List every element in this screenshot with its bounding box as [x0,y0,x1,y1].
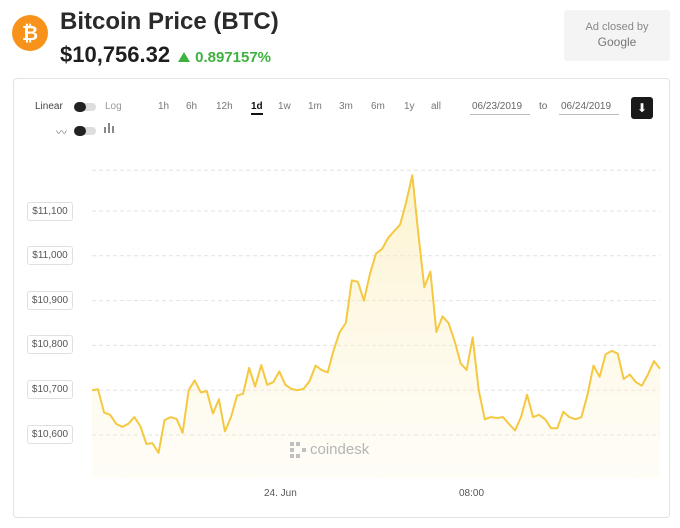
ad-closed-box: Ad closed by Google [564,10,670,61]
range-1h-button[interactable]: 1h [158,101,170,112]
y-tick-label: $10,600 [27,425,73,444]
log-label: Log [105,101,122,112]
linear-label: Linear [35,101,63,112]
date-to-input[interactable] [559,99,619,115]
range-6m-button[interactable]: 6m [371,101,385,112]
date-from-input[interactable] [470,99,530,115]
y-tick-label: $10,800 [27,335,73,354]
date-to-label: to [539,101,548,112]
line-chart-icon: 〰 [56,127,67,139]
page-title: Bitcoin Price (BTC) [60,8,279,35]
y-tick-label: $10,900 [27,291,73,310]
range-1y-button[interactable]: 1y [404,101,415,112]
ad-closed-label: Ad closed by [585,21,649,33]
price-change-value: 0.897157% [195,48,272,66]
price-area-fill [92,175,660,478]
ad-google-label: Google [597,35,637,49]
range-1w-button[interactable]: 1w [278,101,291,112]
watermark-text: coindesk [310,441,370,458]
x-tick-label: 08:00 [459,488,485,499]
range-12h-button[interactable]: 12h [216,101,233,112]
current-price: $10,756.32 [60,42,171,67]
price-line[interactable] [91,174,661,454]
download-icon: ⬇ [636,101,648,115]
coindesk-watermark: coindesk [290,441,369,458]
candlestick-icon [104,123,114,133]
y-tick-label: $11,100 [27,202,73,221]
up-arrow-icon [178,52,191,62]
price-change: 0.897157% [178,49,271,66]
x-tick-label: 24. Jun [264,488,297,499]
scale-toggle[interactable] [74,102,96,112]
range-all-button[interactable]: all [431,101,442,112]
range-6h-button[interactable]: 6h [186,101,198,112]
price-row: $10,756.32 0.897157% [60,42,271,68]
range-1m-button[interactable]: 1m [308,101,322,112]
range-3m-button[interactable]: 3m [339,101,353,112]
range-1d-button[interactable]: 1d [251,101,263,115]
bitcoin-logo-icon: ₿ [12,15,48,51]
y-tick-label: $10,700 [27,380,73,399]
y-tick-label: $11,000 [27,246,73,265]
download-button[interactable]: ⬇ [631,97,653,119]
coindesk-logo-icon [290,441,306,458]
chart-type-toggle[interactable] [74,126,96,136]
